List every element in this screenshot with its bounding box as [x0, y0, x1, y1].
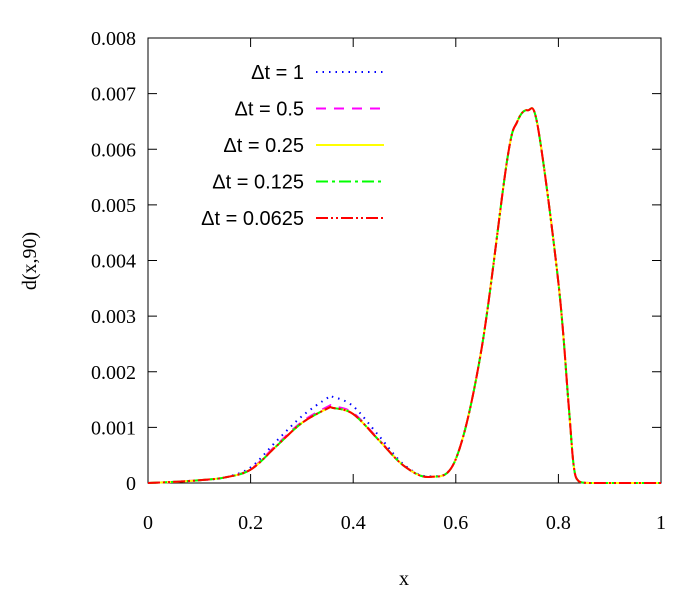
y-tick-label: 0.003 — [91, 306, 136, 328]
y-tick-label: 0.007 — [91, 84, 136, 106]
y-tick-label: 0.006 — [91, 139, 136, 161]
x-axis-title: x — [399, 568, 409, 590]
y-tick-label: 0.004 — [91, 251, 136, 273]
series-line-4 — [147, 107, 661, 485]
series-layer — [147, 107, 661, 485]
series-line-1 — [147, 107, 661, 485]
legend-label: Δt = 0.5 — [234, 99, 304, 121]
series-line-2 — [147, 107, 661, 485]
x-tick-label: 0 — [143, 512, 153, 534]
x-tick-label: 0.4 — [341, 512, 366, 534]
x-tick-label: 0.8 — [546, 512, 571, 534]
x-axis-ticks: 0 0.2 0.4 0.6 0.8 1 — [143, 38, 666, 534]
y-tick-label: 0.001 — [91, 417, 136, 439]
y-axis-title: d(x,90) — [19, 232, 41, 290]
y-tick-label: 0.008 — [91, 28, 136, 50]
legend: Δt = 1 Δt = 0.5 Δt = 0.25 Δt = 0.125 Δt = 0.… — [201, 62, 384, 230]
y-tick-label: 0.005 — [91, 195, 136, 217]
series-line-0 — [147, 107, 661, 485]
x-tick-label: 0.2 — [238, 512, 263, 534]
x-tick-label: 0.6 — [443, 512, 468, 534]
legend-label: Δt = 0.125 — [212, 172, 304, 194]
x-tick-label: 1 — [656, 512, 666, 534]
y-axis-ticks: 0 0.001 0.002 0.003 0.004 0.005 0.006 0.007 0.00… — [91, 28, 661, 495]
legend-label: Δt = 1 — [251, 62, 304, 84]
plot-frame — [147, 37, 662, 484]
y-tick-label: 0 — [126, 473, 136, 495]
legend-label: Δt = 0.25 — [223, 135, 304, 157]
series-line-3 — [147, 107, 661, 485]
y-tick-label: 0.002 — [91, 362, 136, 384]
legend-label: Δt = 0.0625 — [201, 208, 304, 230]
